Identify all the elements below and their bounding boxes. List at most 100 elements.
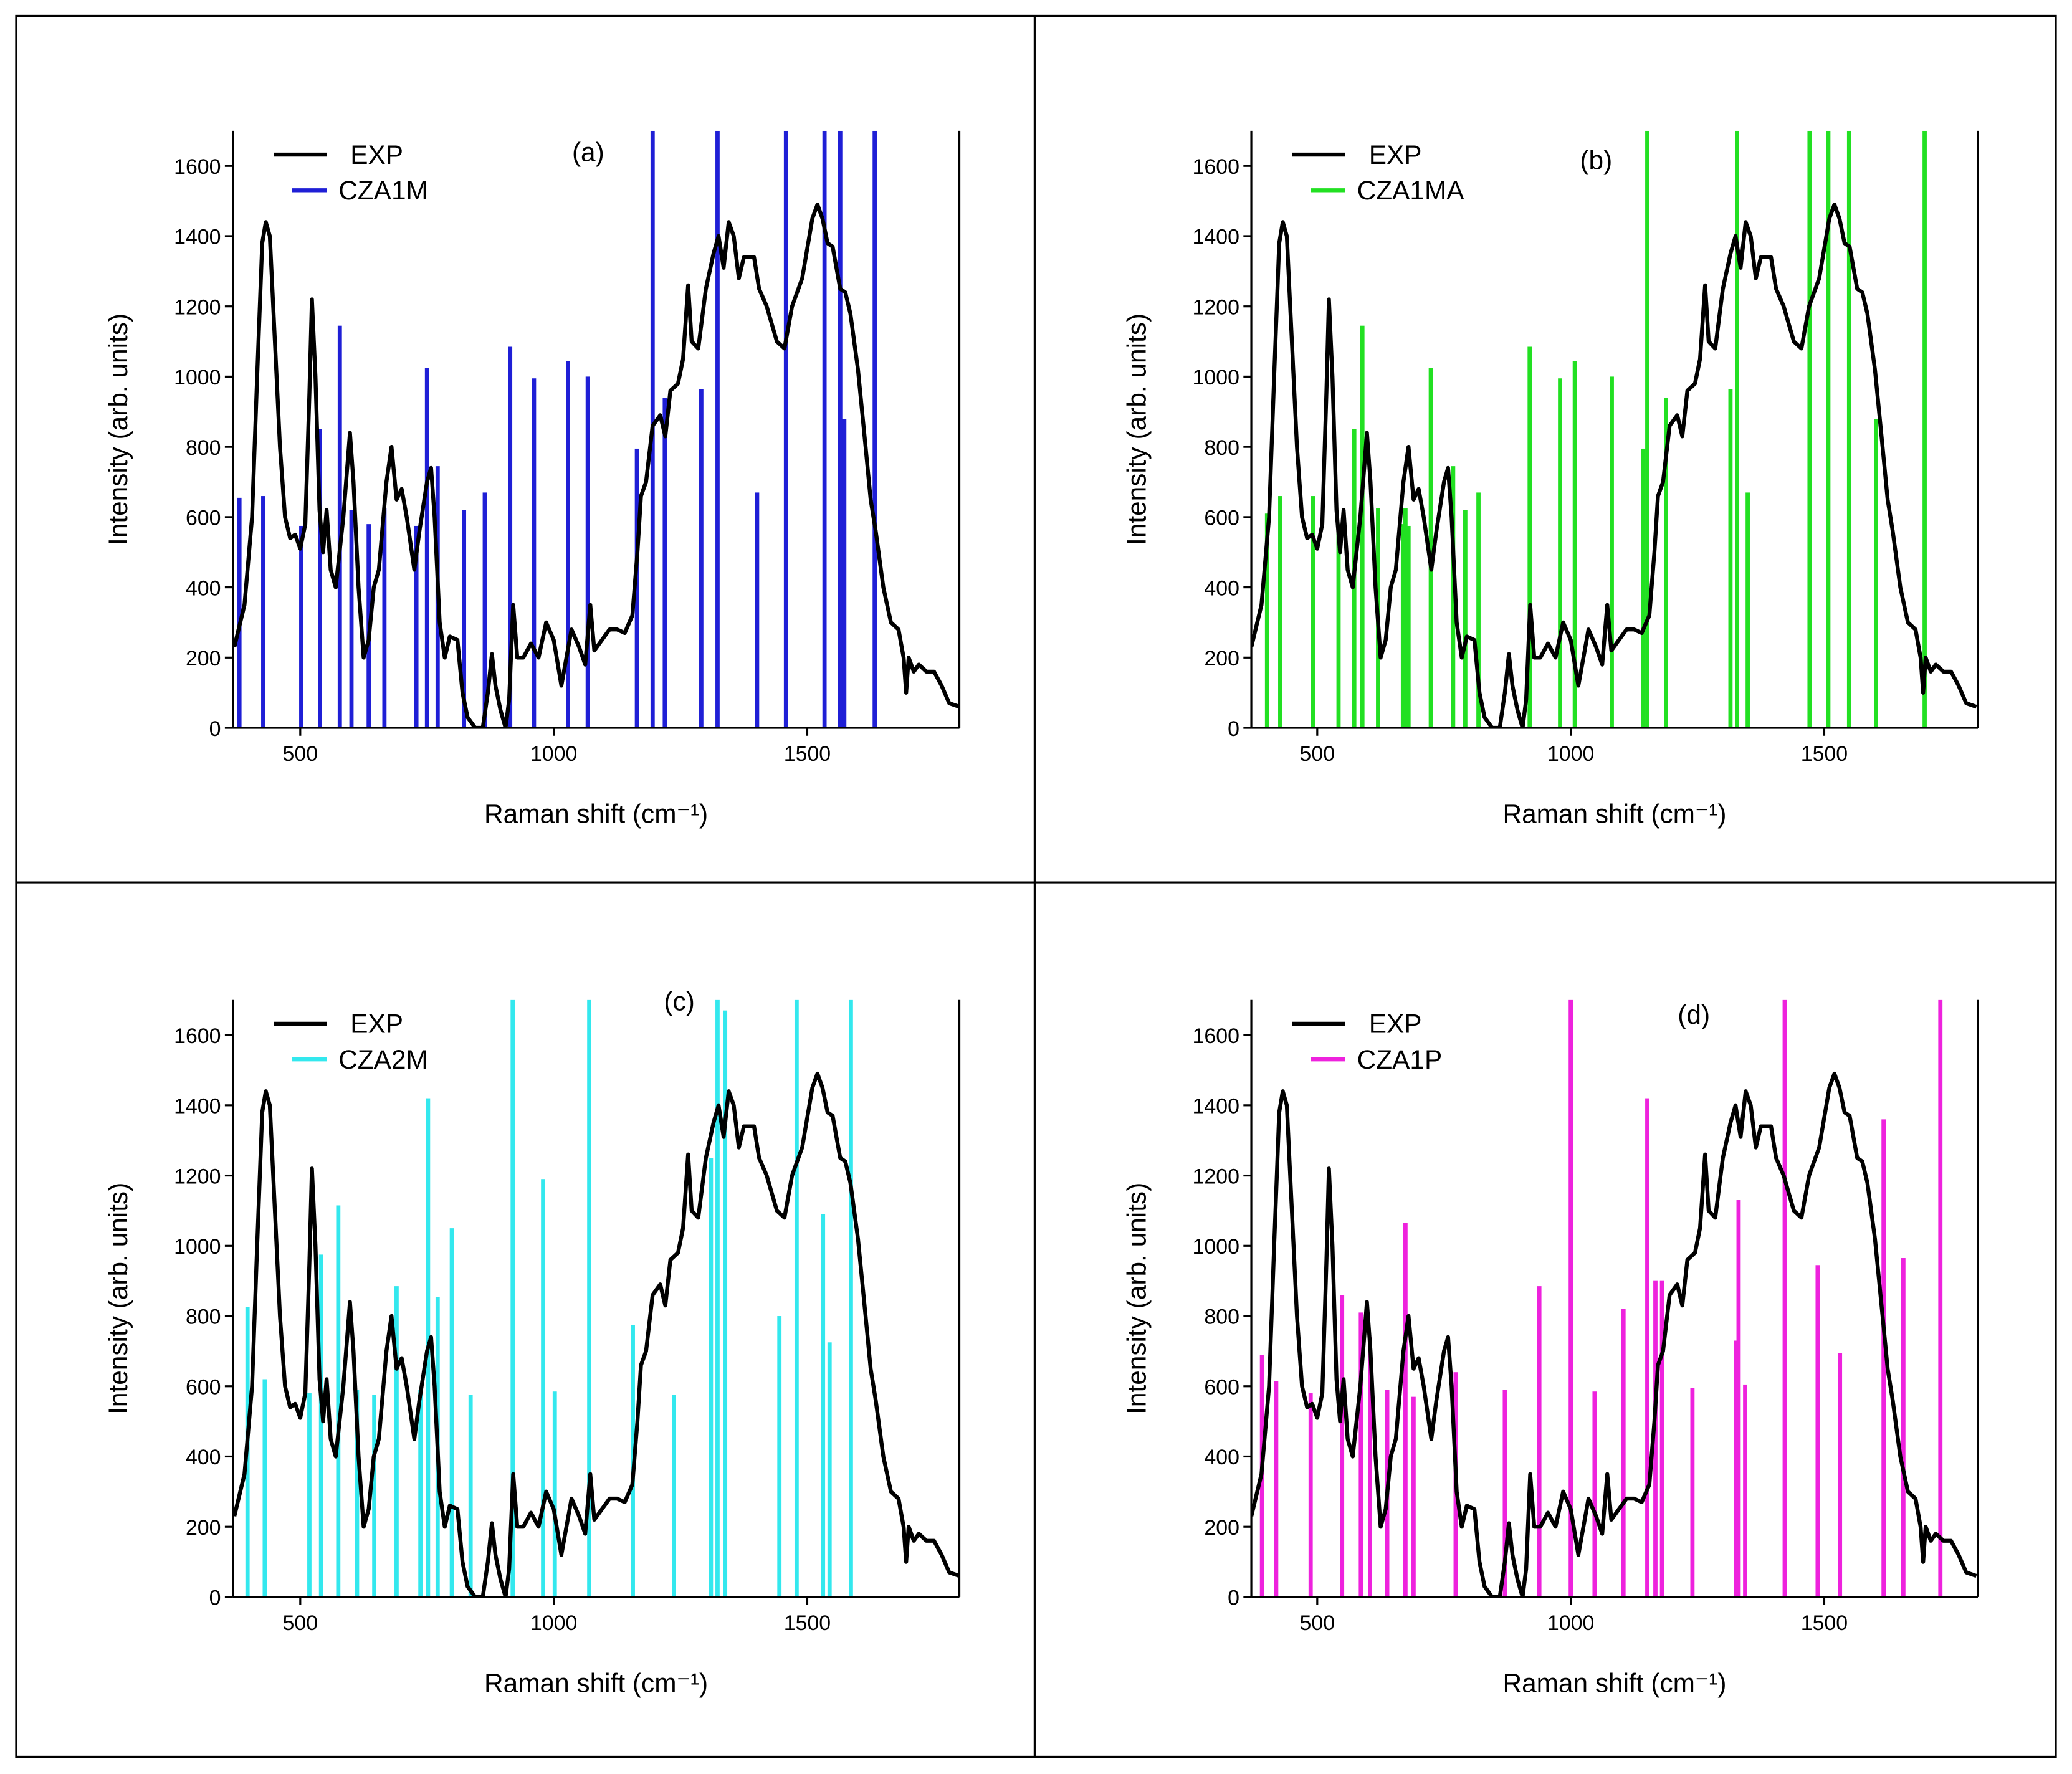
plot-area: [1251, 999, 1977, 1597]
stick: [541, 1179, 545, 1597]
stick: [715, 999, 720, 1597]
stick: [1645, 130, 1649, 728]
y-tick-label: 400: [1204, 576, 1239, 600]
x-tick-label: 1500: [1801, 1611, 1848, 1635]
stick: [1653, 1280, 1658, 1597]
x-tick-label: 500: [1300, 742, 1335, 766]
y-axis-label: Intensity (arb. units): [103, 313, 133, 545]
y-tick-label: 0: [209, 1586, 221, 1610]
y-tick-label: 200: [1204, 1516, 1239, 1540]
stick: [1411, 1396, 1416, 1597]
y-tick-label: 1400: [1193, 1095, 1239, 1118]
stick: [337, 325, 342, 728]
stick: [1743, 1384, 1747, 1597]
y-tick-label: 1000: [1193, 366, 1239, 389]
stick: [634, 448, 639, 728]
stick: [336, 1205, 341, 1597]
y-tick-label: 400: [186, 1446, 221, 1469]
stick: [307, 1393, 312, 1597]
stick: [1264, 513, 1269, 728]
x-tick-label: 1500: [1801, 742, 1848, 766]
x-tick-label: 1000: [530, 1611, 577, 1635]
stick: [1838, 1353, 1843, 1597]
stick: [1874, 419, 1878, 728]
y-tick-label: 600: [1204, 1375, 1239, 1399]
x-tick-label: 500: [283, 1611, 318, 1635]
y-tick-label: 200: [1204, 647, 1239, 670]
stick: [1336, 524, 1341, 728]
stick: [1735, 130, 1739, 728]
stick: [1340, 1295, 1345, 1597]
legend-label: EXP: [1369, 140, 1422, 169]
y-tick-label: 1400: [174, 226, 221, 249]
stick: [318, 429, 322, 728]
stick: [510, 999, 515, 1597]
x-axis-label: Raman shift (cm⁻¹): [484, 799, 708, 829]
y-tick-label: 600: [186, 1375, 221, 1399]
stick: [355, 1390, 360, 1597]
stick: [1745, 492, 1750, 728]
plot-area: [1251, 130, 1977, 728]
stick: [827, 1342, 832, 1597]
stick: [1782, 999, 1787, 1597]
stick: [715, 130, 720, 728]
panel: 0 200 400 600 800 1000 1200 1400 1600 500 1000 1500…: [103, 987, 961, 1698]
panel: 0 200 400 600 800 1000 1200 1400 1600 500 1000 1500…: [1122, 130, 1979, 829]
y-tick-label: 600: [186, 507, 221, 530]
stick: [1641, 448, 1646, 728]
panel: 0 200 400 600 800 1000 1200 1400 1600 500 1000 1500…: [103, 130, 961, 829]
y-tick-label: 1200: [174, 295, 221, 319]
y-tick-label: 1000: [174, 1235, 221, 1259]
y-axis-label: Intensity (arb. units): [103, 1183, 133, 1414]
stick: [468, 1395, 473, 1597]
x-axis-label: Raman shift (cm⁻¹): [1502, 799, 1726, 829]
plot-area: [232, 130, 960, 728]
stick: [662, 398, 667, 728]
stick: [821, 1214, 826, 1597]
panel-label: (b): [1580, 145, 1612, 174]
y-tick-label: 1200: [1193, 1165, 1239, 1188]
exp-line: [1251, 203, 1977, 728]
y-tick-label: 800: [186, 436, 221, 460]
stick: [1736, 1200, 1741, 1597]
stick: [699, 389, 704, 728]
stick: [1311, 496, 1315, 728]
stick: [1463, 510, 1468, 728]
stick: [783, 130, 788, 728]
stick: [1476, 492, 1481, 728]
stick: [723, 1010, 728, 1597]
stick: [372, 1395, 377, 1597]
y-tick-label: 200: [186, 647, 221, 670]
stick: [777, 1316, 782, 1597]
stick: [1527, 346, 1532, 728]
stick: [1568, 999, 1573, 1597]
stick: [709, 1158, 714, 1597]
y-axis-label: Intensity (arb. units): [1122, 1183, 1151, 1414]
stick: [1558, 378, 1562, 728]
stick: [508, 346, 513, 728]
stick: [1610, 376, 1614, 728]
stick: [394, 1286, 399, 1597]
y-tick-label: 1400: [174, 1095, 221, 1118]
stick: [237, 497, 242, 728]
stick: [1664, 398, 1668, 728]
stick: [585, 376, 590, 728]
y-tick-label: 1600: [174, 155, 221, 179]
y-tick-label: 400: [186, 576, 221, 600]
y-tick-label: 0: [1228, 1586, 1239, 1610]
stick: [755, 492, 760, 728]
stick: [1807, 130, 1812, 728]
panel-label: (a): [572, 138, 604, 167]
y-tick-label: 1600: [174, 1024, 221, 1048]
panel-label: (c): [664, 987, 694, 1016]
stick: [462, 510, 467, 728]
stick: [1537, 1286, 1542, 1597]
stick: [1360, 325, 1365, 728]
stick: [672, 1395, 676, 1597]
x-tick-label: 500: [283, 742, 318, 766]
stick: [794, 999, 799, 1597]
y-tick-label: 400: [1204, 1446, 1239, 1469]
stick: [424, 368, 429, 728]
